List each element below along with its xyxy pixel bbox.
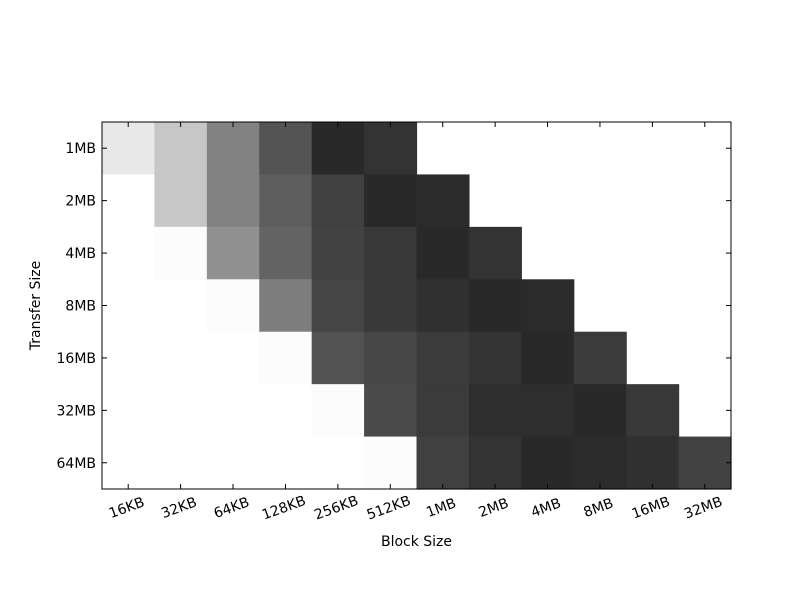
heatmap-cell — [364, 436, 418, 490]
heatmap-cell — [416, 331, 470, 385]
heatmap-cell — [311, 279, 365, 333]
heatmap-cell — [573, 436, 627, 490]
y-tick-label: 1MB — [65, 141, 96, 157]
y-tick-label: 2MB — [65, 194, 96, 210]
heatmap-cell — [259, 122, 313, 176]
heatmap-cell — [311, 331, 365, 385]
heatmap-cell — [573, 384, 627, 438]
heatmap-cell — [206, 279, 260, 333]
heatmap-cell — [364, 226, 418, 280]
x-axis-label: Block Size — [381, 534, 452, 550]
heatmap-cell — [626, 384, 680, 438]
heatmap-cell — [468, 279, 522, 333]
heatmap-cell — [311, 384, 365, 438]
plot-frame — [101, 121, 732, 490]
heatmap-cell — [259, 279, 313, 333]
heatmap-cell — [573, 331, 627, 385]
heatmap-cell — [154, 174, 208, 228]
heatmap-cell — [154, 122, 208, 176]
y-tick-label: 8MB — [65, 299, 96, 315]
heatmap-cell — [311, 174, 365, 228]
heatmap-cell — [521, 279, 575, 333]
heatmap-cells — [102, 122, 732, 490]
heatmap-cell — [416, 436, 470, 490]
heatmap-cell — [678, 436, 732, 490]
heatmap-cell — [259, 174, 313, 228]
heatmap-cell — [206, 174, 260, 228]
heatmap-cell — [468, 331, 522, 385]
heatmap-cell — [626, 436, 680, 490]
heatmap-cell — [416, 226, 470, 280]
heatmap-cell — [416, 384, 470, 438]
heatmap-cell — [521, 384, 575, 438]
heatmap-cell — [311, 226, 365, 280]
heatmap-cell — [206, 122, 260, 176]
heatmap-cell — [102, 174, 156, 228]
heatmap-cell — [206, 226, 260, 280]
y-tick-label: 16MB — [57, 351, 97, 367]
heatmap-cell — [364, 122, 418, 176]
heatmap-cell — [311, 122, 365, 176]
heatmap-cell — [468, 436, 522, 490]
heatmap-cell — [521, 436, 575, 490]
y-tick-label: 32MB — [57, 403, 97, 419]
y-tick-label: 64MB — [57, 456, 97, 472]
heatmap-cell — [416, 279, 470, 333]
heatmap-cell — [364, 174, 418, 228]
y-axis-label: Transfer Size — [28, 261, 44, 351]
heatmap-cell — [468, 226, 522, 280]
heatmap-cell — [364, 331, 418, 385]
heatmap-cell — [364, 384, 418, 438]
heatmap-cell — [259, 226, 313, 280]
heatmap-cell — [154, 226, 208, 280]
heatmap-cell — [416, 174, 470, 228]
heatmap-cell — [468, 384, 522, 438]
heatmap-cell — [521, 331, 575, 385]
heatmap-cell — [102, 122, 156, 176]
axis-ticks — [102, 122, 731, 489]
heatmap-cell — [259, 331, 313, 385]
y-tick-label: 4MB — [65, 246, 96, 262]
y-tick-labels: 1MB 2MB 4MB 8MB 16MB 32MB 64MB — [57, 141, 97, 472]
heatmap-cell — [364, 279, 418, 333]
